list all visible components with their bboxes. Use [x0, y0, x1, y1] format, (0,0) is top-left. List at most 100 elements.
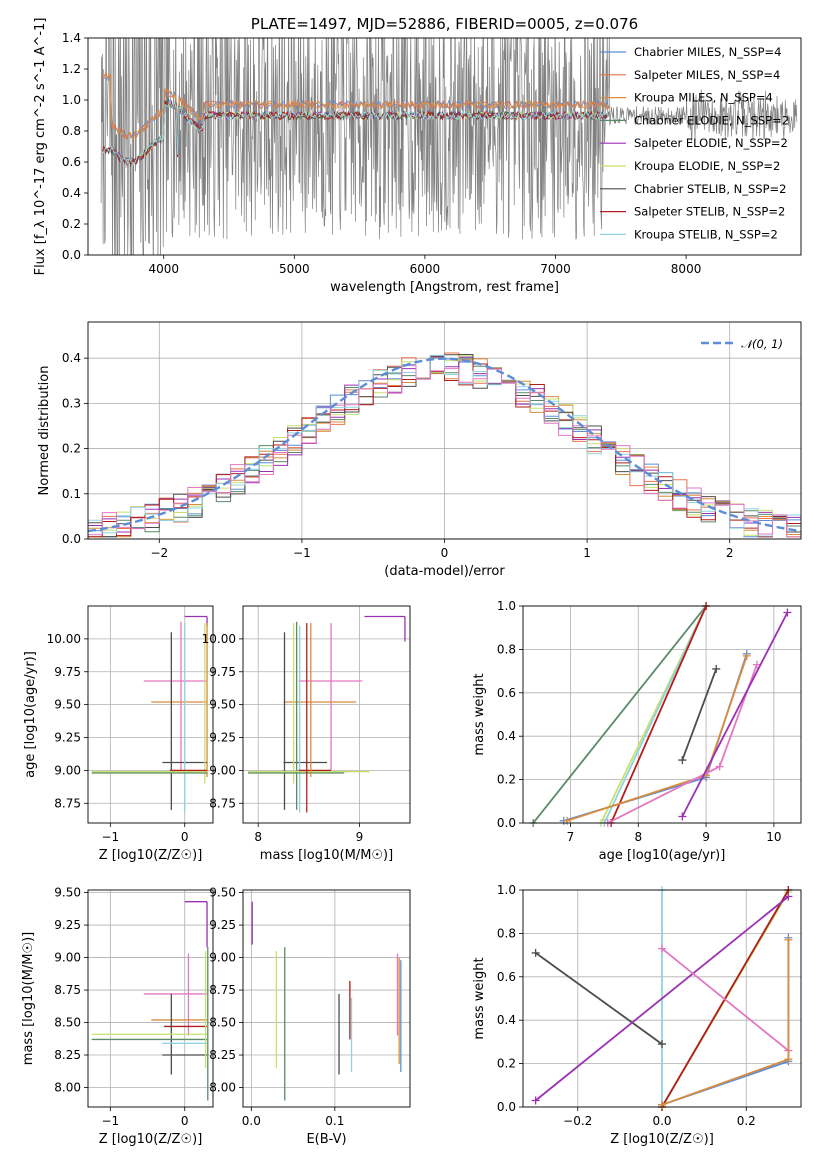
model-spectrum-line: [102, 71, 611, 145]
mass-weight-line: [535, 952, 663, 1045]
y-tick-label: 9.50: [209, 698, 236, 712]
model-spectrum-line: [102, 73, 611, 143]
x-axis-label: age [log10(age/yr)]: [599, 848, 726, 863]
age-vs-metallicity-panel: −1 0 8.75 9.00 9.25 9.50 9.75 10.00 Z [log10(Z/Z…: [23, 605, 214, 863]
y-tick-label: 0.8: [62, 124, 81, 138]
spectrum-panel: 4000 5000 6000 7000 8000 0.0 0.2 0.4 0.6 0.8 1.0 1.…: [33, 15, 802, 295]
mass-weight-line: [532, 606, 707, 823]
x-tick-label: 4000: [148, 262, 179, 276]
legend: Chabrier MILES, N_SSP=4 Salpeter MILES, N…: [600, 45, 789, 241]
model-spectrum-line: [101, 101, 611, 167]
y-tick-label: 9.25: [54, 731, 81, 745]
x-tick-label: 5000: [279, 262, 310, 276]
y-tick-label: 0.0: [62, 248, 81, 262]
y-tick-label: 0.8: [497, 926, 516, 940]
y-tick-label: 8.00: [209, 1081, 236, 1095]
y-tick-label: 1.0: [497, 599, 516, 613]
x-tick-label: 8: [634, 830, 642, 844]
age-vs-mass-panel: 8 9 8.75 9.00 9.25 9.50 9.75 10.00 mass [log10(M…: [202, 605, 411, 863]
x-tick-label: 0.0: [652, 1114, 671, 1128]
model-spectrum-line: [101, 99, 611, 168]
mass-weight-marker: [658, 944, 666, 953]
grid-lines: [243, 890, 410, 1107]
x-tick-label: 8000: [671, 262, 702, 276]
legend-label: Salpeter MILES, N_SSP=4: [634, 68, 780, 82]
x-tick-label: 8: [254, 830, 262, 844]
y-tick-label: 1.0: [62, 93, 81, 107]
mass-weight-marker: [531, 948, 540, 957]
legend-label: 𝒩(0, 1): [741, 337, 783, 351]
grid-lines: [243, 606, 410, 823]
mass-weight-marker: [563, 816, 572, 825]
x-tick-label: 0: [441, 546, 449, 560]
y-tick-label: 0.6: [497, 970, 516, 984]
observed-spectrum-line: [100, 38, 798, 255]
y-tick-label: 9.75: [54, 665, 81, 679]
mass-weight-line: [661, 947, 789, 1052]
x-axis-label: mass [log10(M/M☉)]: [260, 848, 393, 863]
x-tick-label: 0.1: [325, 1114, 344, 1128]
y-tick-label: 9.25: [209, 731, 236, 745]
plot-title: PLATE=1497, MJD=52886, FIBERID=0005, z=0…: [251, 15, 638, 33]
y-tick-label: 9.25: [54, 918, 81, 932]
y-tick-label: 9.00: [54, 763, 81, 777]
x-axis-label: Z [log10(Z/Z☉)]: [610, 1132, 714, 1147]
y-tick-label: 9.00: [209, 951, 236, 965]
x-tick-label: 10: [766, 830, 781, 844]
legend-label: Kroupa STELIB, N_SSP=2: [634, 227, 778, 241]
x-axis-label: wavelength [Angstrom, rest frame]: [330, 280, 559, 295]
mass-weight-vs-metallicity-panel: −0.2 0.0 0.2 0.0 0.2 0.4 0.6 0.8 1.0 Z [log10(Z/Z…: [472, 883, 802, 1147]
x-tick-label: 0: [181, 1114, 189, 1128]
y-tick-label: 0.4: [497, 1013, 516, 1027]
y-tick-label: 0.4: [62, 186, 81, 200]
axes-frame: [87, 889, 214, 1108]
mass-weight-line: [535, 895, 789, 1102]
mass-weight-marker: [678, 812, 687, 821]
y-tick-label: 10.00: [202, 632, 236, 646]
mass-weight-marker: [658, 1040, 666, 1049]
legend-label: Chabrier MILES, N_SSP=4: [634, 45, 781, 59]
axes-frame: [87, 321, 802, 540]
y-tick-label: 9.50: [54, 698, 81, 712]
x-axis-label: Z [log10(Z/Z☉)]: [99, 1132, 203, 1147]
y-tick-label: 0.1: [62, 487, 81, 501]
y-axis-label: Normed distribution: [37, 366, 52, 496]
x-tick-label: 7000: [540, 262, 571, 276]
y-axis-label: age [log10(age/yr)]: [23, 651, 38, 778]
y-tick-label: 0.3: [62, 396, 81, 410]
mass-weight-marker: [712, 664, 721, 673]
x-tick-label: 9: [356, 830, 364, 844]
legend-label: Salpeter ELODIE, N_SSP=2: [634, 136, 788, 150]
mass-weight-vs-age-panel: 7 8 9 10 0.0 0.2 0.4 0.6 0.8 1.0 age [log10(age/yr…: [472, 599, 802, 863]
y-axis-label: Flux [f_λ 10^-17 erg cm^-2 s^-1 A^-1]: [33, 18, 48, 276]
residual-histogram-panel: −2 −1 0 1 2 0.0 0.1 0.2 0.3 0.4 (data-model)/error…: [37, 321, 802, 579]
x-tick-label: 7: [567, 830, 575, 844]
x-tick-label: −1: [101, 1114, 119, 1128]
normal-reference-curve: [88, 357, 801, 533]
y-tick-label: 0.2: [62, 442, 81, 456]
y-tick-label: 0.2: [497, 1057, 516, 1071]
x-tick-label: −1: [101, 830, 119, 844]
y-tick-label: 9.50: [54, 886, 81, 900]
histogram-step-line: [88, 365, 801, 538]
y-tick-label: 9.50: [209, 886, 236, 900]
legend-label: Salpeter STELIB, N_SSP=2: [634, 205, 785, 219]
x-tick-label: 6000: [410, 262, 441, 276]
y-tick-label: 1.0: [497, 883, 516, 897]
y-tick-label: 9.75: [209, 665, 236, 679]
y-tick-label: 8.25: [54, 1048, 81, 1062]
y-tick-label: 8.75: [54, 983, 81, 997]
x-tick-label: 0.2: [737, 1114, 756, 1128]
y-tick-label: 0.0: [497, 1100, 516, 1114]
x-tick-label: 9: [702, 830, 710, 844]
y-tick-label: 9.25: [209, 918, 236, 932]
y-tick-label: 10.00: [47, 632, 81, 646]
x-axis-label: (data-model)/error: [384, 564, 505, 579]
y-axis-label: mass weight: [472, 957, 487, 1039]
x-tick-label: 0: [181, 830, 189, 844]
mass-weight-marker: [783, 608, 792, 617]
axes-frame: [242, 889, 411, 1108]
mass-weight-line: [681, 668, 718, 761]
y-tick-label: 0.6: [497, 686, 516, 700]
mass-weight-marker: [678, 756, 687, 765]
